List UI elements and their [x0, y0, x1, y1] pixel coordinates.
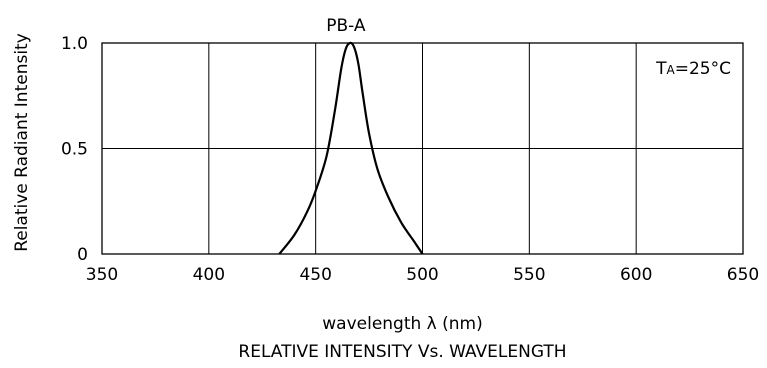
y-tick-label: 0.5: [61, 140, 88, 160]
condition-value: =25°C: [675, 59, 731, 79]
x-tick-label: 450: [299, 265, 331, 285]
x-tick-label: 650: [727, 265, 759, 285]
x-tick-label: 600: [620, 265, 652, 285]
x-tick-label: 500: [406, 265, 438, 285]
series-line-pb-a: [278, 41, 424, 255]
x-tick-label: 350: [86, 265, 118, 285]
series-layer: [278, 41, 424, 255]
chart-title: RELATIVE INTENSITY Vs. WAVELENGTH: [238, 342, 566, 362]
y-axis-label: Relative Radiant Intensity: [12, 33, 32, 252]
y-tick-label: 0: [77, 245, 88, 265]
condition-symbol: T: [655, 59, 667, 79]
x-tick-label: 550: [513, 265, 545, 285]
y-tick-label: 1.0: [61, 34, 88, 54]
grid: [102, 43, 743, 254]
series-label: PB-A: [326, 16, 366, 36]
condition-subscript: A: [667, 63, 676, 77]
tick-labels: 350 400 450 500 550 600 650 0 0.5 1.0: [61, 34, 759, 285]
x-axis-label: wavelength λ (nm): [322, 314, 483, 334]
x-tick-label: 400: [193, 265, 225, 285]
condition-text: TA=25°C: [655, 59, 731, 79]
condition-annotation: TA=25°C: [655, 59, 731, 79]
